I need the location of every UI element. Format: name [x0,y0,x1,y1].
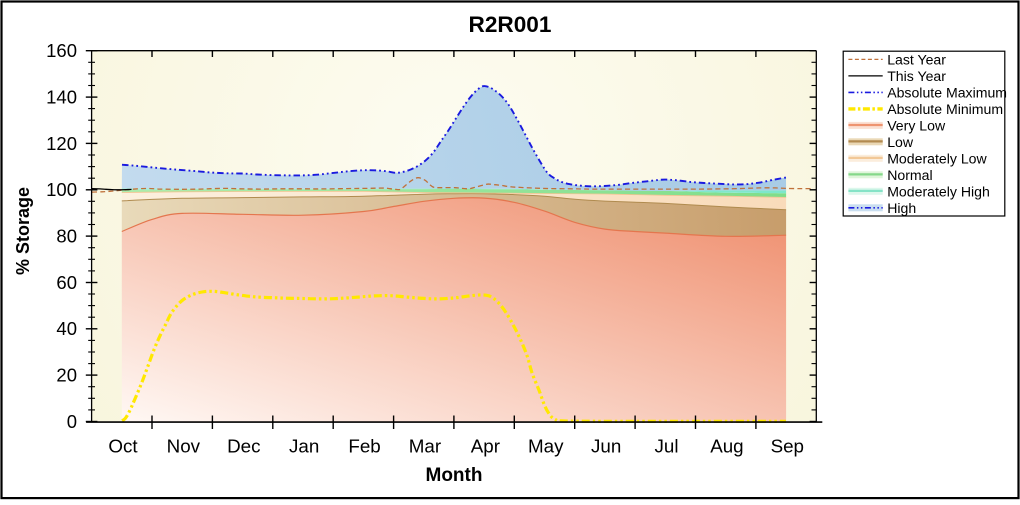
svg-text:Very Low: Very Low [887,118,946,134]
svg-text:Jul: Jul [655,436,679,457]
svg-text:100: 100 [46,179,77,200]
svg-text:Absolute Maximum: Absolute Maximum [887,85,1007,101]
svg-text:40: 40 [56,318,77,339]
svg-text:20: 20 [56,365,77,386]
svg-text:60: 60 [56,272,77,293]
svg-text:Feb: Feb [348,436,380,457]
svg-text:160: 160 [46,40,77,61]
svg-text:Normal: Normal [887,167,932,183]
svg-text:% Storage: % Storage [13,187,33,275]
svg-text:Mar: Mar [409,436,441,457]
svg-text:Low: Low [887,134,914,150]
svg-text:Aug: Aug [710,436,743,457]
svg-text:Oct: Oct [108,436,138,457]
svg-text:Nov: Nov [167,436,201,457]
svg-text:140: 140 [46,86,77,107]
svg-text:Jun: Jun [591,436,621,457]
svg-text:Moderately Low: Moderately Low [887,150,987,166]
svg-text:Last Year: Last Year [887,52,946,68]
svg-text:Absolute Minimum: Absolute Minimum [887,101,1003,117]
svg-text:Apr: Apr [471,436,500,457]
svg-text:Jan: Jan [289,436,319,457]
svg-text:Moderately High: Moderately High [887,183,990,199]
svg-text:Month: Month [426,465,483,486]
svg-text:This Year: This Year [887,68,946,84]
svg-text:Sep: Sep [771,436,804,457]
svg-text:R2R001: R2R001 [469,12,552,37]
svg-text:May: May [528,436,564,457]
svg-text:High: High [887,200,916,216]
svg-text:0: 0 [67,411,77,432]
svg-text:Dec: Dec [227,436,260,457]
svg-text:80: 80 [56,226,77,247]
svg-text:120: 120 [46,133,77,154]
